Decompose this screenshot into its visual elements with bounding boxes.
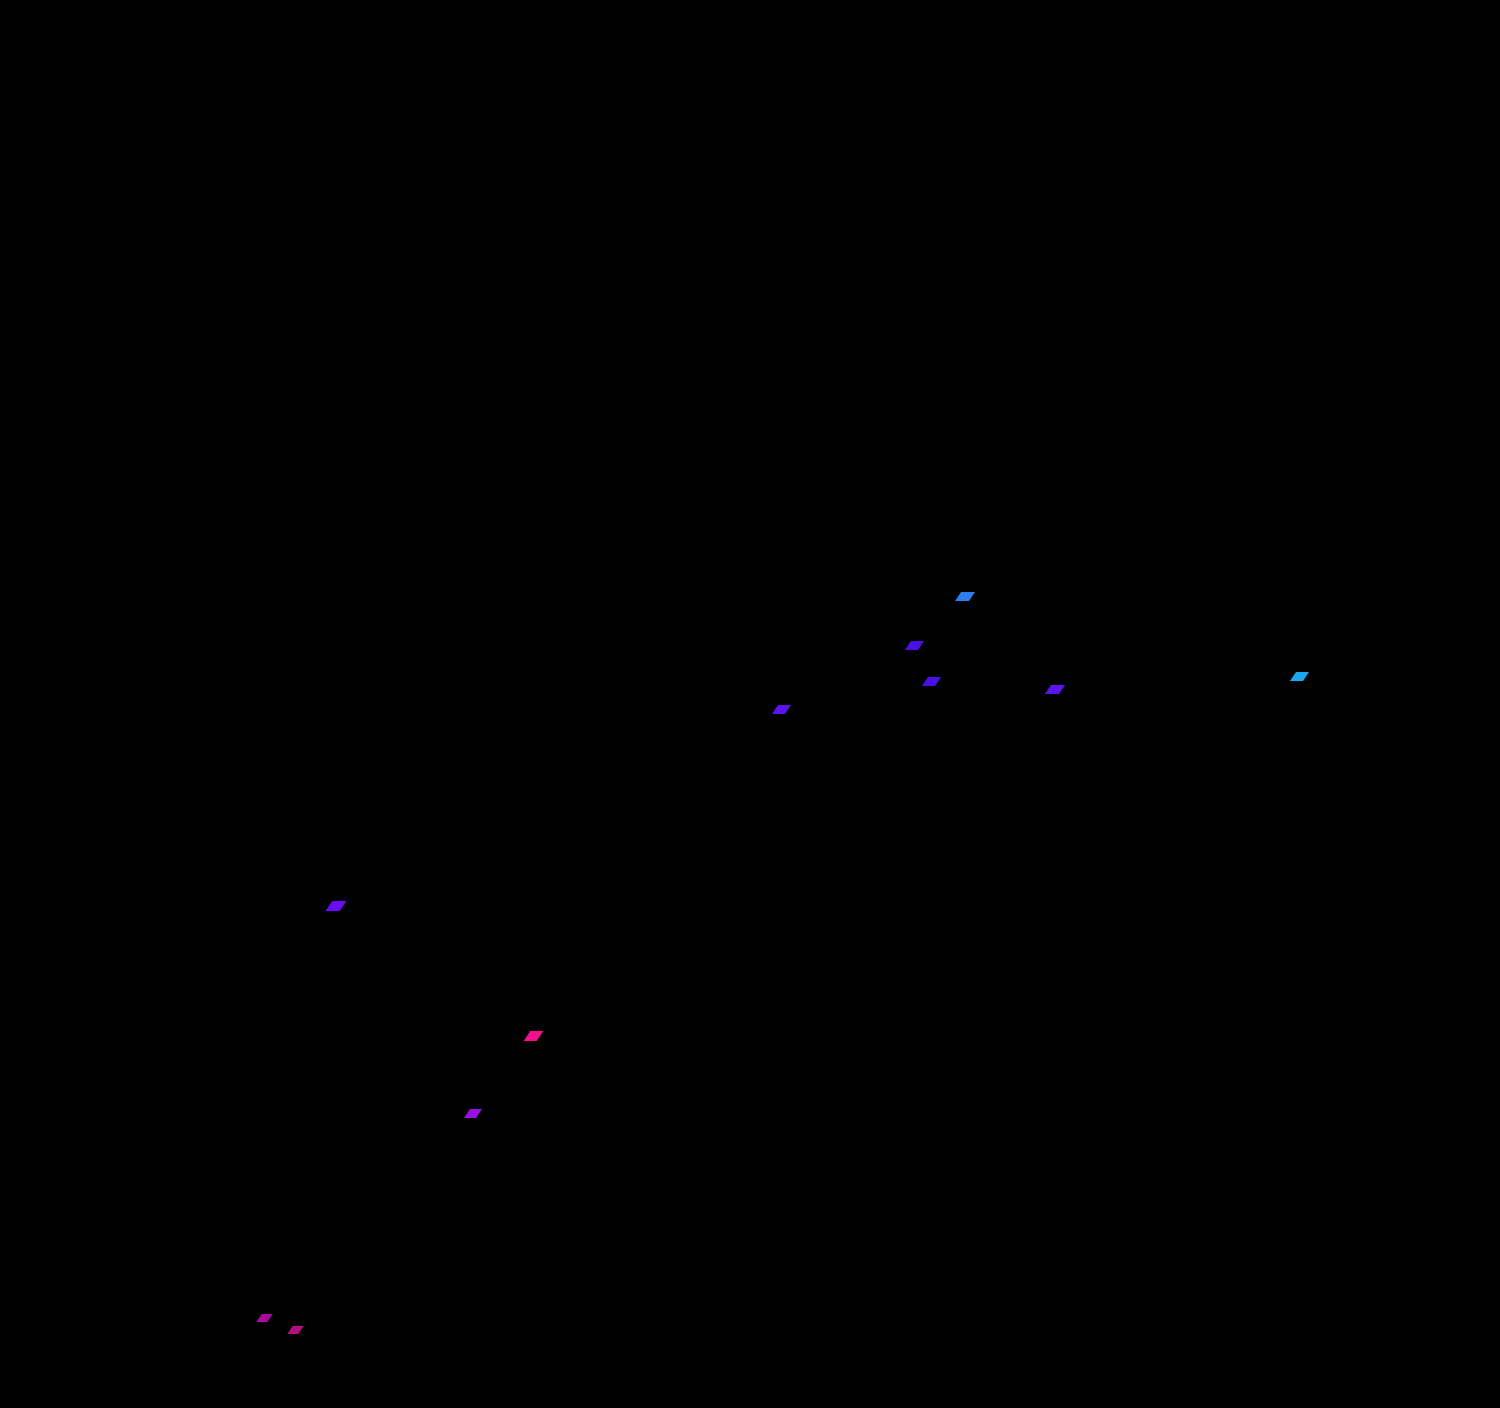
scatter-marker bbox=[286, 1326, 304, 1334]
scatter-marker bbox=[463, 1108, 483, 1118]
scatter-marker bbox=[771, 704, 791, 714]
scatter-marker bbox=[255, 1314, 273, 1322]
scatter-marker bbox=[523, 1031, 543, 1041]
scatter-marker bbox=[325, 901, 347, 911]
scatter-marker bbox=[954, 591, 976, 601]
scatter-marker bbox=[904, 640, 924, 650]
scatter-marker bbox=[921, 676, 941, 686]
scatter-marker bbox=[1044, 684, 1066, 694]
scatter-marker bbox=[1289, 671, 1309, 681]
